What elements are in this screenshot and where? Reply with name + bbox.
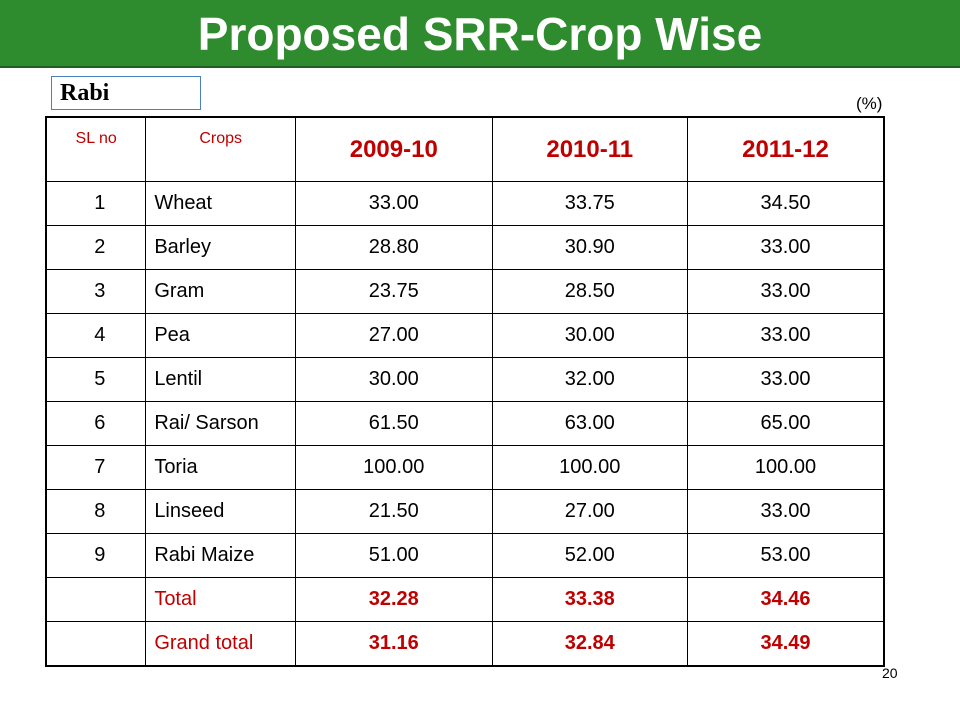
table-row: 2 Barley 28.80 30.90 33.00	[45, 225, 885, 270]
table-header-row: SL no Crops 2009-10 2010-11 2011-12	[45, 116, 885, 182]
cell-crop: Pea	[145, 313, 297, 358]
total-label: Total	[145, 577, 297, 622]
cell-value: 30.00	[295, 357, 493, 402]
header-crop: Crops	[145, 116, 297, 182]
cell-crop: Rai/ Sarson	[145, 401, 297, 446]
cell-value: 33.00	[686, 225, 885, 270]
header-year: 2011-12	[686, 116, 885, 182]
cell-sl: 4	[45, 313, 147, 358]
table-row: 8 Linseed 21.50 27.00 33.00	[45, 489, 885, 534]
unit-label: (%)	[856, 94, 883, 113]
cell-value: 27.00	[491, 489, 688, 534]
grand-total-row: Grand total 31.16 32.84 34.49	[45, 621, 885, 667]
cell-sl: 9	[45, 533, 147, 578]
cell-value: 52.00	[491, 533, 688, 578]
grand-total-value: 34.49	[686, 621, 885, 667]
cell-crop: Wheat	[145, 181, 297, 226]
cell-crop: Barley	[145, 225, 297, 270]
cell-value: 32.00	[491, 357, 688, 402]
cell-sl: 8	[45, 489, 147, 534]
cell-crop: Lentil	[145, 357, 297, 402]
total-value: 32.28	[295, 577, 493, 622]
grand-total-value: 31.16	[295, 621, 493, 667]
table-row: 1 Wheat 33.00 33.75 34.50	[45, 181, 885, 226]
total-value: 34.46	[686, 577, 885, 622]
table-row: 6 Rai/ Sarson 61.50 63.00 65.00	[45, 401, 885, 446]
total-row: Total 32.28 33.38 34.46	[45, 577, 885, 622]
cell-value: 100.00	[491, 445, 688, 490]
cell-value: 28.50	[491, 269, 688, 314]
table-row: 7 Toria 100.00 100.00 100.00	[45, 445, 885, 490]
header-year: 2010-11	[491, 116, 688, 182]
cell-value: 23.75	[295, 269, 493, 314]
cell-value: 30.90	[491, 225, 688, 270]
cell-empty	[45, 577, 147, 622]
cell-sl: 3	[45, 269, 147, 314]
cell-crop: Linseed	[145, 489, 297, 534]
cell-value: 34.50	[686, 181, 885, 226]
table-row: 5 Lentil 30.00 32.00 33.00	[45, 357, 885, 402]
cell-sl: 1	[45, 181, 147, 226]
cell-empty	[45, 621, 147, 667]
table-row: 3 Gram 23.75 28.50 33.00	[45, 269, 885, 314]
cell-value: 53.00	[686, 533, 885, 578]
cell-value: 27.00	[295, 313, 493, 358]
total-value: 33.38	[491, 577, 688, 622]
page-number: 20	[882, 665, 898, 681]
cell-value: 21.50	[295, 489, 493, 534]
cell-value: 63.00	[491, 401, 688, 446]
cell-value: 33.00	[686, 357, 885, 402]
cell-sl: 5	[45, 357, 147, 402]
cell-value: 61.50	[295, 401, 493, 446]
table-row: 4 Pea 27.00 30.00 33.00	[45, 313, 885, 358]
header-year: 2009-10	[295, 116, 493, 182]
cell-value: 33.00	[295, 181, 493, 226]
cell-value: 33.00	[686, 269, 885, 314]
table-row: 9 Rabi Maize 51.00 52.00 53.00	[45, 533, 885, 578]
title-bar	[0, 0, 960, 68]
cell-value: 33.00	[686, 313, 885, 358]
cell-value: 33.75	[491, 181, 688, 226]
cell-sl: 7	[45, 445, 147, 490]
cell-value: 30.00	[491, 313, 688, 358]
grand-total-value: 32.84	[491, 621, 688, 667]
page-title: Proposed SRR-Crop Wise	[197, 8, 763, 60]
cell-sl: 2	[45, 225, 147, 270]
cell-value: 100.00	[686, 445, 885, 490]
section-label: Rabi	[51, 76, 201, 110]
cell-value: 51.00	[295, 533, 493, 578]
cell-crop: Rabi Maize	[145, 533, 297, 578]
cell-sl: 6	[45, 401, 147, 446]
cell-crop: Gram	[145, 269, 297, 314]
cell-value: 28.80	[295, 225, 493, 270]
cell-value: 65.00	[686, 401, 885, 446]
header-sl: SL no	[45, 116, 147, 182]
cell-value: 100.00	[295, 445, 493, 490]
srr-table: SL no Crops 2009-10 2010-11 2011-12 1 Wh…	[45, 116, 885, 667]
cell-value: 33.00	[686, 489, 885, 534]
cell-crop: Toria	[145, 445, 297, 490]
grand-total-label: Grand total	[145, 621, 297, 667]
